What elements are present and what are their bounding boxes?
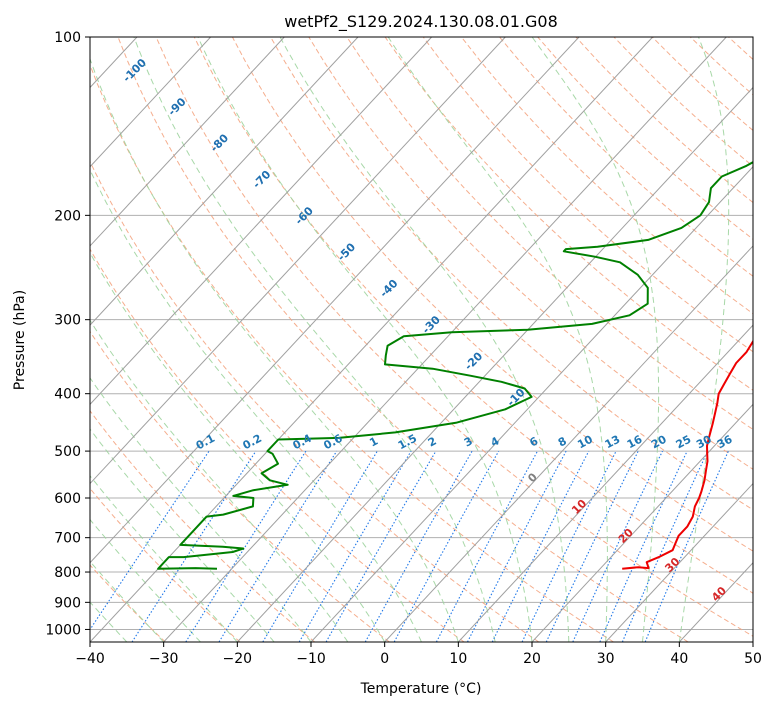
x-tick-label: −20 [223,651,253,667]
moist-adiabat [531,37,660,642]
mixing-ratio-line [599,450,688,642]
dry-adiabat [270,37,753,511]
mixing-ratio-line [218,450,338,642]
mixing-ratio-label: 10 [575,433,595,452]
mixing-ratio-label: 25 [674,433,694,452]
moist-adiabat [90,251,386,642]
moist-adiabats [90,37,730,642]
y-tick-label: 100 [54,30,81,46]
x-tick-label: 0 [380,651,389,667]
x-tick-label: 50 [744,651,762,667]
x-tick-label: −10 [296,651,326,667]
skewed-isotherm [90,37,433,406]
mixing-ratio-line [467,450,567,642]
mixing-ratio-line [393,450,500,642]
skewed-isotherm [90,37,359,326]
skewed-isotherm [163,37,727,642]
mixing-ratio-line [262,450,378,642]
mixing-ratio-line [90,450,210,631]
dry-adiabat [90,564,166,642]
y-tick-label: 700 [54,531,81,547]
x-tick-label: −40 [75,651,105,667]
y-tick-label: 900 [54,595,81,611]
skewed-isotherms [90,37,753,642]
moist-adiabat [197,37,533,642]
x-axis-label: Temperature (°C) [360,681,482,697]
x-tick-label: 10 [449,651,467,667]
skewed-isotherm [236,86,753,642]
y-tick-label: 500 [54,444,81,460]
x-tick-label: 40 [670,651,688,667]
moist-adiabat [90,57,459,642]
x-tick-label: 20 [523,651,541,667]
y-tick-label: 200 [54,208,81,224]
moist-adiabat [133,37,496,642]
moist-adiabat [90,168,422,642]
dry-adiabat [461,37,753,315]
mixing-ratio-line [621,450,709,642]
dry-adiabat [193,37,753,594]
skewed-isotherm [90,37,285,247]
skewed-isotherm [90,37,580,564]
dry-adiabat [422,37,753,353]
skewed-isotherm [310,165,753,642]
moist-adiabat [279,37,570,642]
dry-adiabat [346,37,753,431]
x-axis-ticks: −40 −30 −20 −10 0 10 20 30 40 50 [75,642,762,667]
temperature-profile-line [622,339,753,570]
mixing-ratio-line [491,450,590,642]
moist-adiabat [387,37,608,642]
mixing-ratio-line [545,450,639,642]
y-tick-label: 1000 [45,622,81,638]
mixing-ratio-label: 30 [694,433,714,452]
y-tick-label: 800 [54,565,81,581]
mixing-ratio-label: 13 [603,433,623,452]
mixing-ratio-label: 20 [649,433,669,452]
moist-adiabat [90,319,349,642]
y-axis-label: Pressure (hPa) [12,290,28,390]
mixing-ratio-lines [90,450,729,642]
chart-title: wetPf2_S129.2024.130.08.01.G08 [284,12,558,32]
mixing-ratio-line [572,450,663,642]
skewed-isotherm [605,482,753,642]
dry-adiabat [90,160,540,642]
mixing-ratio-label: 36 [715,432,735,451]
y-tick-label: 600 [54,491,81,507]
dry-adiabat [117,37,689,642]
moist-adiabat [678,37,730,642]
skewed-isotherm [90,37,506,485]
dewpoint-profile-line [157,161,753,570]
mixing-ratio-line [185,450,307,642]
x-tick-label: −30 [149,651,179,667]
mixing-ratio-line [364,450,473,642]
skewed-isotherm [457,324,753,642]
skewed-isotherm [90,37,212,168]
y-axis-ticks: 100 200 300 400 500 600 700 800 900 1000 [45,30,90,638]
mixing-ratio-line [435,450,538,642]
skewed-isotherm [531,403,753,642]
dry-adiabat [90,330,390,642]
dry-adiabat [90,63,614,642]
dry-adiabat [90,409,316,642]
skewed-isotherm [384,245,753,642]
plot-frame [89,36,754,643]
mixing-ratio-label: 16 [625,432,645,451]
sounding-profiles [157,161,753,570]
x-tick-label: 30 [597,651,615,667]
y-tick-label: 300 [54,313,81,329]
y-tick-label: 400 [54,387,81,403]
